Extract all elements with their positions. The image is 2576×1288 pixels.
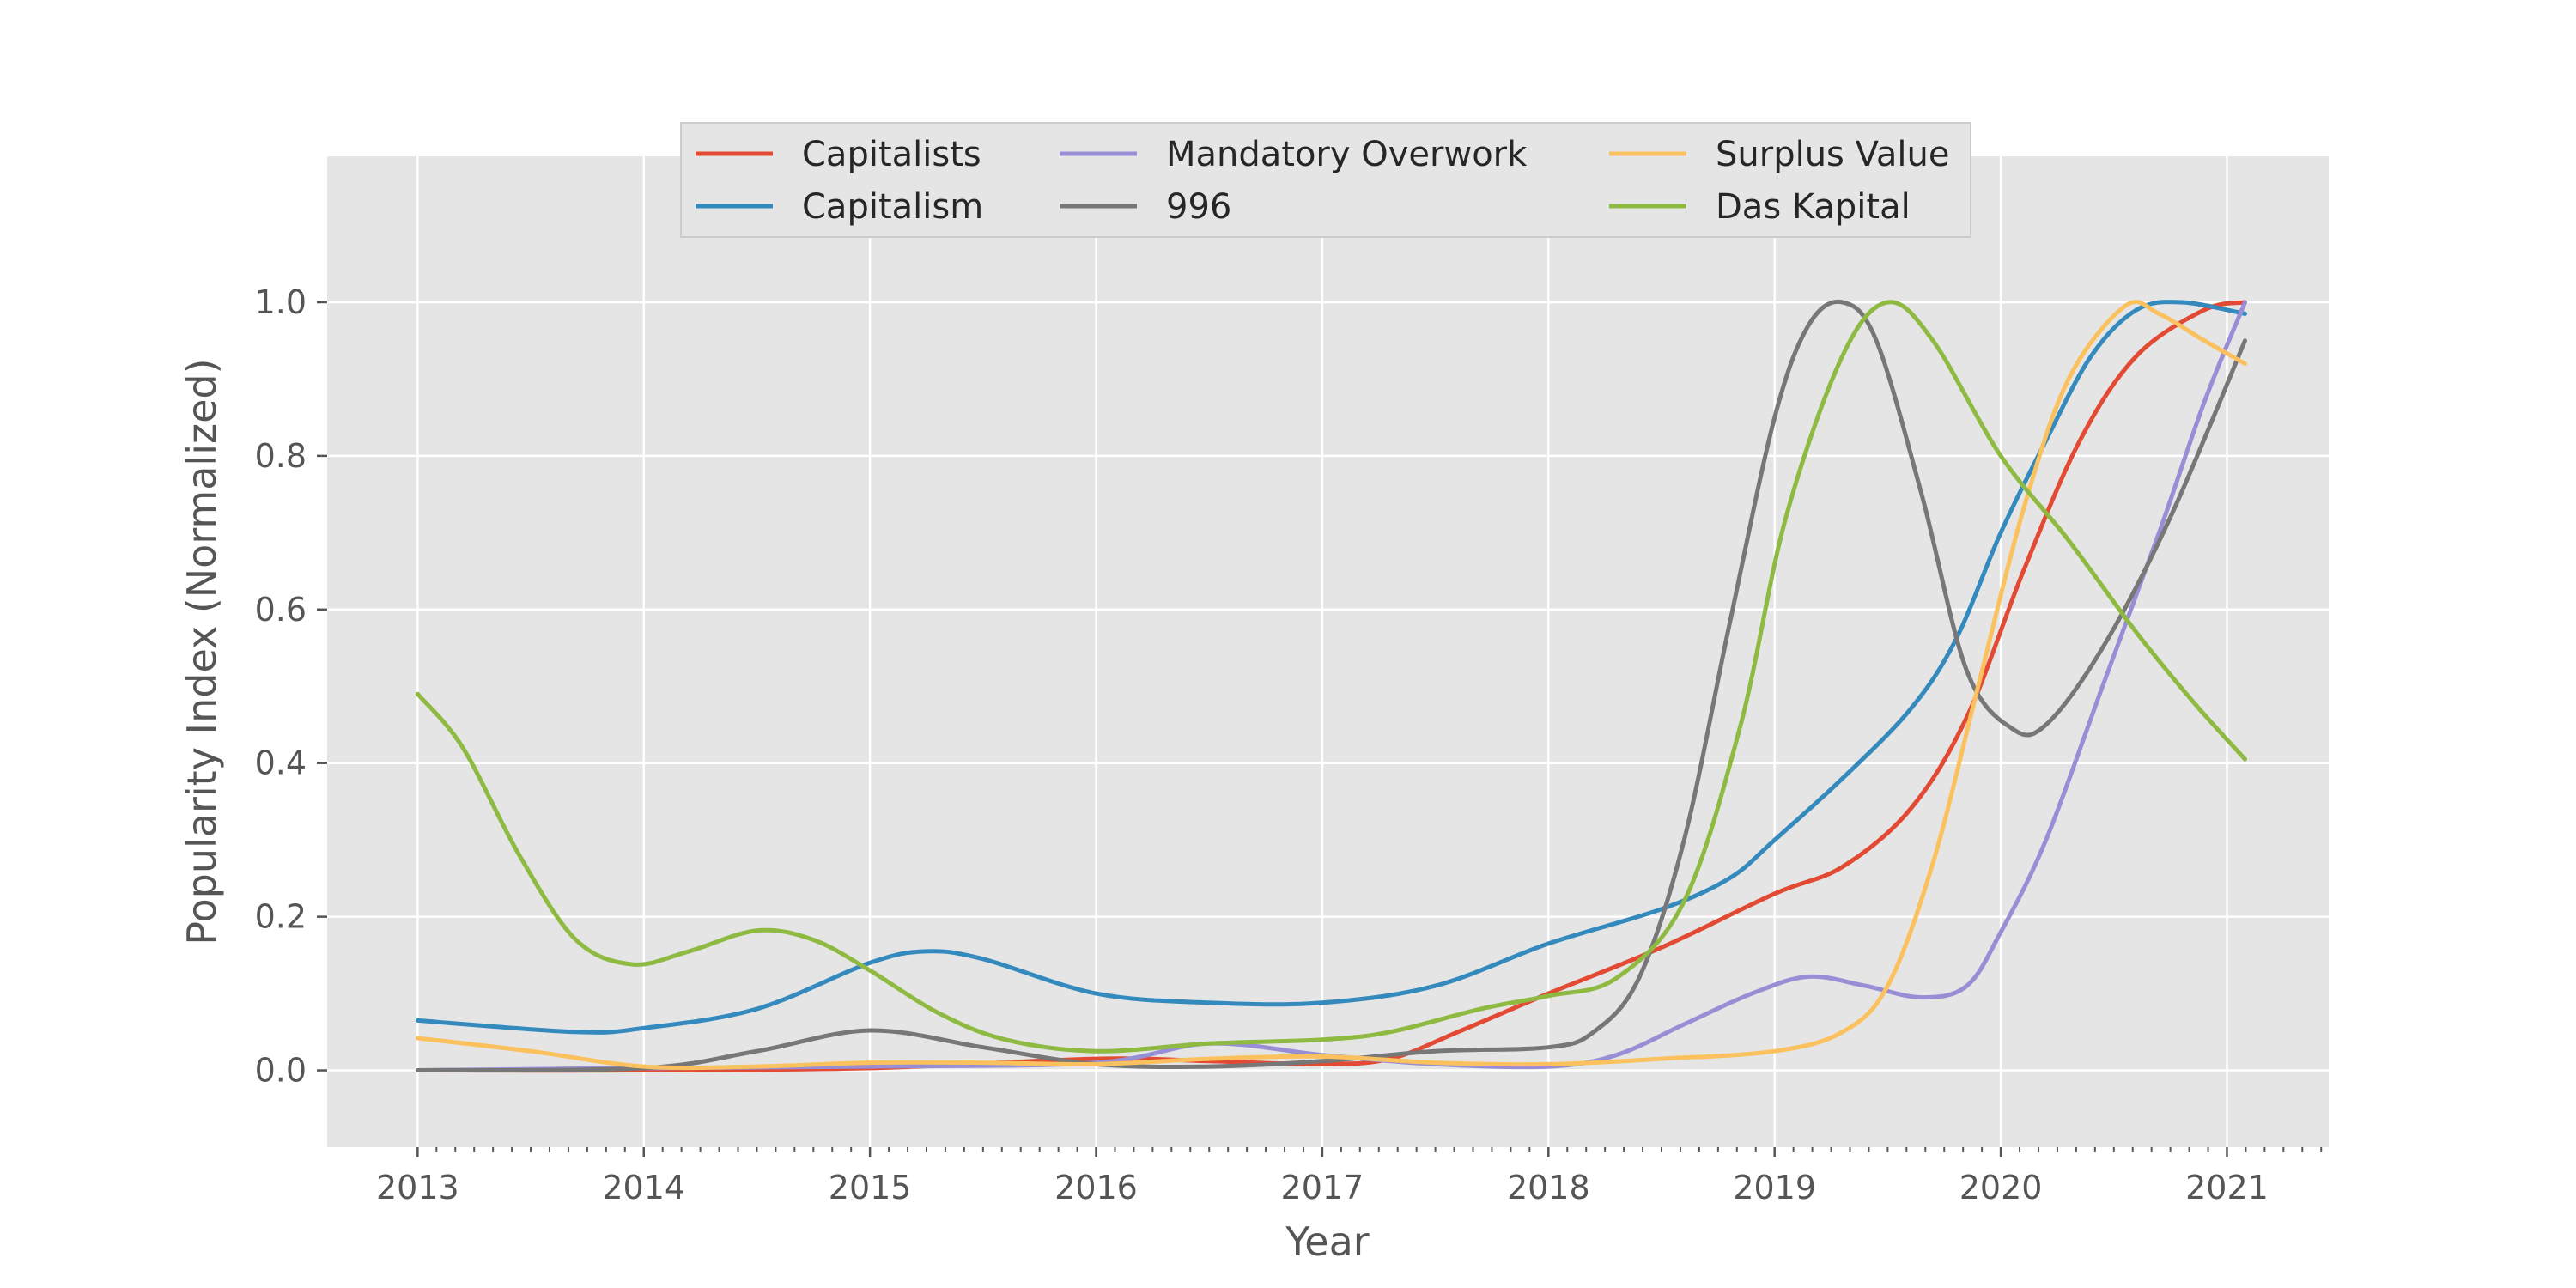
y-axis-label: Popularity Index (Normalized) xyxy=(179,358,225,945)
legend-label-mandatory-overwork: Mandatory Overwork xyxy=(1166,135,1528,174)
legend: Capitalists Capitalism Mandatory Overwork 9… xyxy=(680,122,1971,238)
x-tick-label: 2020 xyxy=(1959,1169,2043,1206)
y-tick-label: 0.4 xyxy=(255,744,307,782)
x-axis-ticks: 2013 2014 2015 2016 2017 2018 2019 2020 2021 xyxy=(376,1147,2323,1206)
legend-label-capitalists: Capitalists xyxy=(802,135,981,174)
x-axis-label: Year xyxy=(1285,1218,1369,1265)
series-line-mandatory-overwork xyxy=(415,300,2247,1072)
x-tick-label: 2013 xyxy=(376,1169,459,1206)
series-lines xyxy=(415,299,2247,1073)
y-tick-label: 0.0 xyxy=(255,1052,307,1090)
x-tick-label: 2021 xyxy=(2185,1169,2269,1206)
series-line-996 xyxy=(415,299,2247,1072)
legend-label-surplus-value: Surplus Value xyxy=(1716,135,1949,174)
y-tick-label: 0.8 xyxy=(255,437,307,475)
y-tick-label: 1.0 xyxy=(255,283,307,321)
legend-label-capitalism: Capitalism xyxy=(802,187,983,227)
series-line-capitalism xyxy=(415,300,2247,1035)
y-tick-label: 0.2 xyxy=(255,898,307,936)
legend-label-996: 996 xyxy=(1166,187,1231,227)
legend-box xyxy=(680,122,1971,238)
x-tick-label: 2018 xyxy=(1507,1169,1590,1206)
plot-background xyxy=(327,156,2329,1147)
x-tick-label: 2017 xyxy=(1281,1169,1364,1206)
x-tick-label: 2019 xyxy=(1733,1169,1816,1206)
series-line-das-kapital xyxy=(415,300,2247,1054)
x-tick-label: 2014 xyxy=(602,1169,685,1206)
x-tick-label: 2015 xyxy=(829,1169,912,1206)
y-tick-label: 0.6 xyxy=(255,591,307,629)
legend-label-das-kapital: Das Kapital xyxy=(1716,187,1911,227)
x-tick-label: 2016 xyxy=(1054,1169,1138,1206)
y-axis-ticks: 0.0 0.2 0.4 0.6 0.8 1.0 xyxy=(255,283,327,1090)
series-line-surplus-value xyxy=(415,300,2247,1071)
